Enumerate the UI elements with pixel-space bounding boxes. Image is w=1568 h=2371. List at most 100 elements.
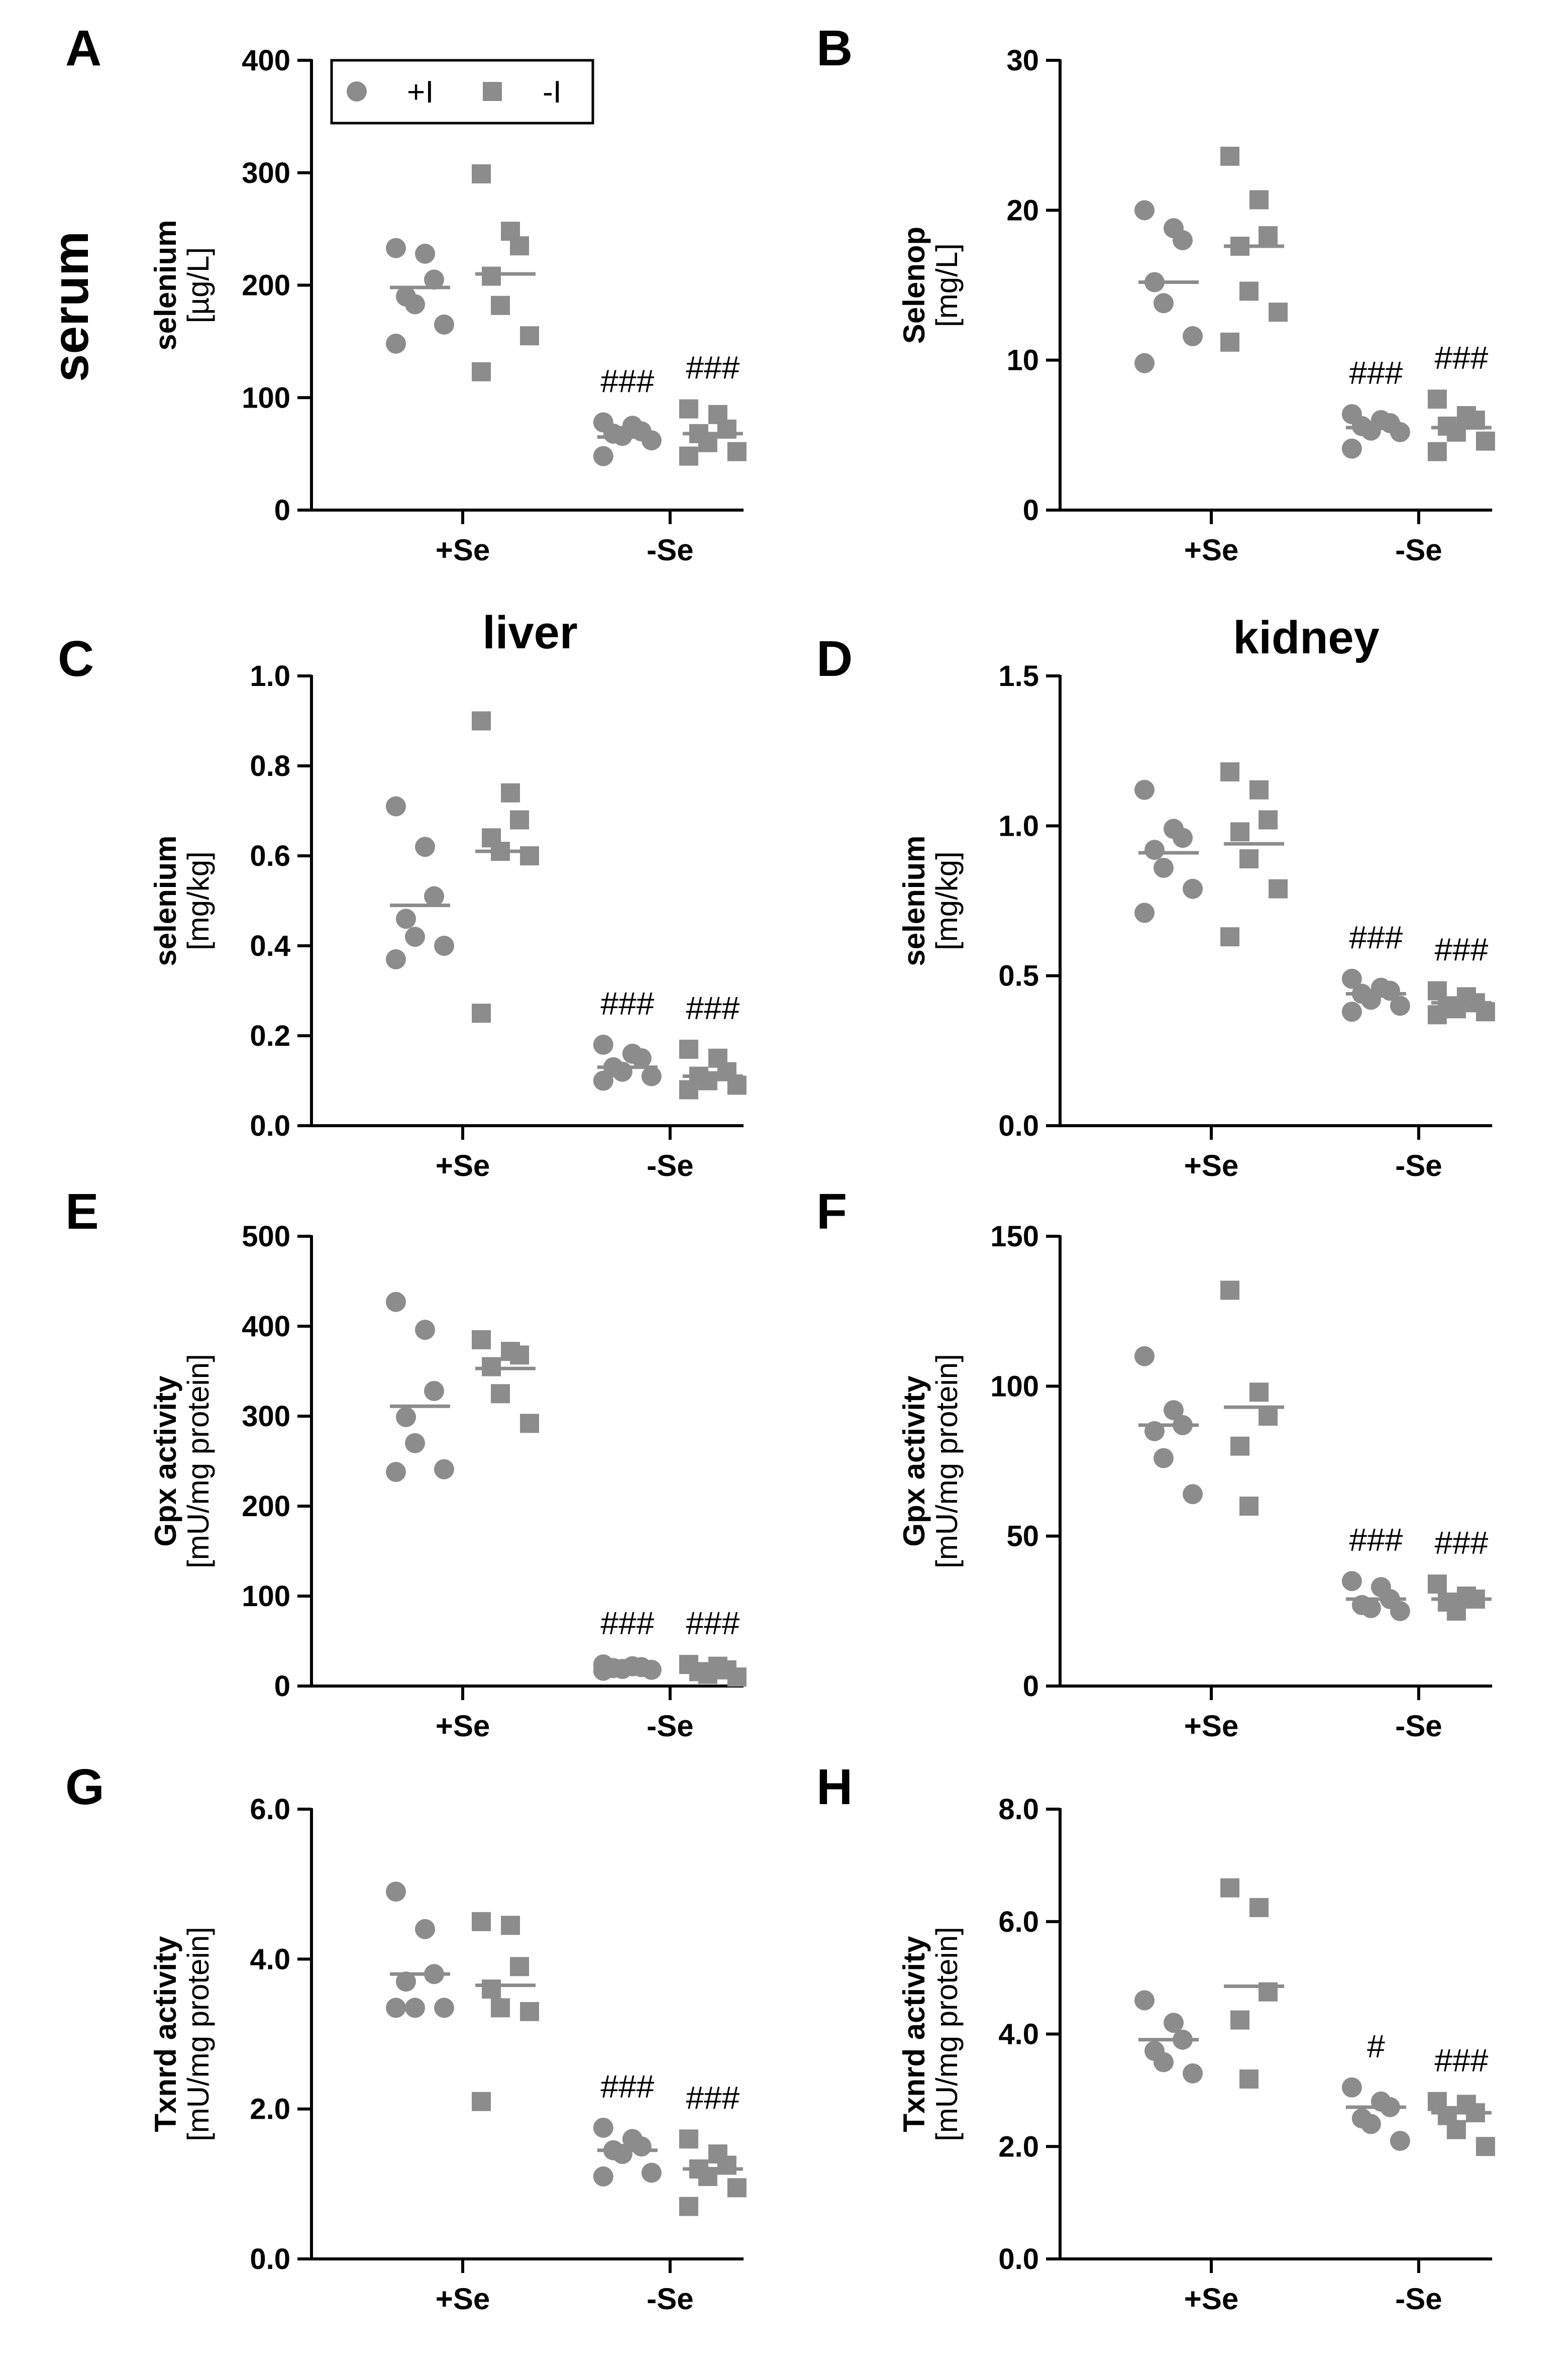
data-point-circle: [1183, 878, 1203, 899]
data-point-square: [1230, 822, 1249, 842]
data-point-circle: [415, 243, 435, 264]
y-tick-label: 6.0: [998, 1906, 1039, 1938]
y-tick-label: 10: [1006, 344, 1039, 377]
y-tick-label: 100: [990, 1370, 1039, 1403]
data-point-square: [1476, 1002, 1495, 1022]
data-point-circle: [612, 1061, 633, 1082]
data-point-circle: [641, 1659, 662, 1680]
data-point-circle: [1380, 980, 1400, 1001]
data-point-circle: [593, 1034, 613, 1055]
y-tick-label: 500: [242, 1220, 290, 1253]
x-tick-label: -Se: [647, 1709, 693, 1743]
data-point-circle: [1134, 903, 1155, 923]
data-point-square: [717, 419, 737, 439]
data-point-square: [717, 2155, 737, 2175]
data-point-square: [679, 2197, 698, 2216]
data-point-circle: [1390, 1601, 1410, 1621]
x-tick-label: +Se: [1184, 533, 1238, 567]
data-point-circle: [641, 430, 662, 451]
data-point-circle: [593, 1070, 613, 1091]
data-point-circle: [1154, 293, 1174, 314]
data-point-square: [1427, 389, 1447, 409]
data-point-circle: [1144, 840, 1165, 860]
data-point-circle: [1134, 353, 1155, 373]
data-point-square: [472, 1912, 491, 1931]
panel-letter: B: [816, 20, 853, 76]
y-tick-label: 0.0: [250, 2243, 290, 2276]
x-tick-label: +Se: [436, 2282, 490, 2316]
data-point-square: [1446, 1601, 1466, 1621]
data-point-circle: [405, 927, 425, 947]
y-axis-unit-label: [mU/mg protein]: [930, 1354, 964, 1568]
data-point-square: [520, 326, 539, 346]
data-point-square: [727, 442, 747, 461]
data-point-square: [501, 783, 520, 803]
data-point-square: [1259, 1407, 1278, 1426]
data-point-square: [491, 1384, 510, 1404]
data-point-circle: [386, 1292, 406, 1312]
data-point-circle: [593, 2166, 613, 2187]
data-point-square: [482, 266, 501, 286]
y-axis-label: Gpx activity: [897, 1375, 931, 1547]
y-tick-label: 0.0: [250, 1110, 290, 1142]
y-tick-label: 8.0: [998, 1793, 1039, 1826]
data-point-square: [1427, 1574, 1447, 1594]
data-point-circle: [386, 796, 406, 817]
data-point-circle: [424, 269, 444, 290]
significance-label: ###: [1434, 932, 1488, 968]
x-tick-label: +Se: [1184, 1149, 1238, 1182]
panel-a: A 0 100 200 300 400 +Se -Se selenium[µg/L] ### ###: [65, 20, 747, 567]
y-tick-label: 1.5: [998, 660, 1039, 693]
data-point-square: [1220, 332, 1239, 352]
data-point-square: [472, 2092, 491, 2111]
data-point-square: [510, 236, 529, 256]
data-point-circle: [434, 936, 454, 956]
data-point-square: [472, 711, 491, 731]
data-point-square: [1249, 190, 1269, 210]
y-tick-label: 0.2: [250, 1020, 290, 1052]
data-point-circle: [386, 1461, 406, 1482]
significance-label: ###: [1434, 340, 1488, 376]
data-point-square: [698, 1664, 717, 1684]
significance-label: ###: [1434, 2042, 1488, 2079]
data-point-circle: [424, 886, 444, 907]
panel-letter: C: [58, 631, 94, 687]
data-point-square: [482, 1980, 501, 1999]
data-point-circle: [1390, 2131, 1410, 2151]
legend-label-plus-i: +I: [407, 75, 434, 110]
y-tick-label: 4.0: [998, 2018, 1039, 2051]
x-tick-label: +Se: [436, 533, 490, 567]
y-tick-label: 2.0: [998, 2130, 1039, 2163]
data-point-circle: [405, 294, 425, 315]
y-tick-label: 0.4: [250, 930, 290, 962]
data-point-square: [679, 399, 698, 419]
y-tick-label: 0: [1023, 1670, 1039, 1703]
data-point-circle: [386, 333, 406, 354]
data-point-square: [482, 1357, 501, 1376]
panel-e: E 0 100 200 300 400 500 +Se -Se Gpx activity[mU/m…: [65, 1183, 747, 1743]
data-point-circle: [593, 2117, 613, 2138]
y-axis-unit-label: [mg/L]: [930, 243, 964, 327]
data-point-circle: [386, 238, 406, 258]
data-point-circle: [1164, 2013, 1184, 2033]
y-axis-unit-label: [mg/kg]: [181, 851, 215, 950]
data-point-square: [1230, 1436, 1249, 1456]
data-point-circle: [1361, 1598, 1381, 1618]
data-point-circle: [1361, 420, 1381, 441]
x-tick-label: -Se: [1395, 533, 1442, 567]
data-point-circle: [1173, 828, 1193, 848]
data-point-square: [1220, 1280, 1239, 1300]
significance-label: ###: [600, 985, 654, 1022]
x-tick-label: -Se: [647, 1149, 693, 1182]
y-tick-label: 30: [1006, 44, 1039, 77]
data-point-square: [1249, 780, 1269, 800]
data-point-circle: [1390, 996, 1410, 1016]
data-point-square: [1220, 146, 1239, 166]
data-point-square: [472, 1004, 491, 1023]
data-point-square: [1259, 226, 1278, 246]
y-tick-label: 1.0: [998, 810, 1039, 842]
y-tick-label: 0.8: [250, 750, 290, 782]
panel-letter: G: [65, 1759, 104, 1815]
